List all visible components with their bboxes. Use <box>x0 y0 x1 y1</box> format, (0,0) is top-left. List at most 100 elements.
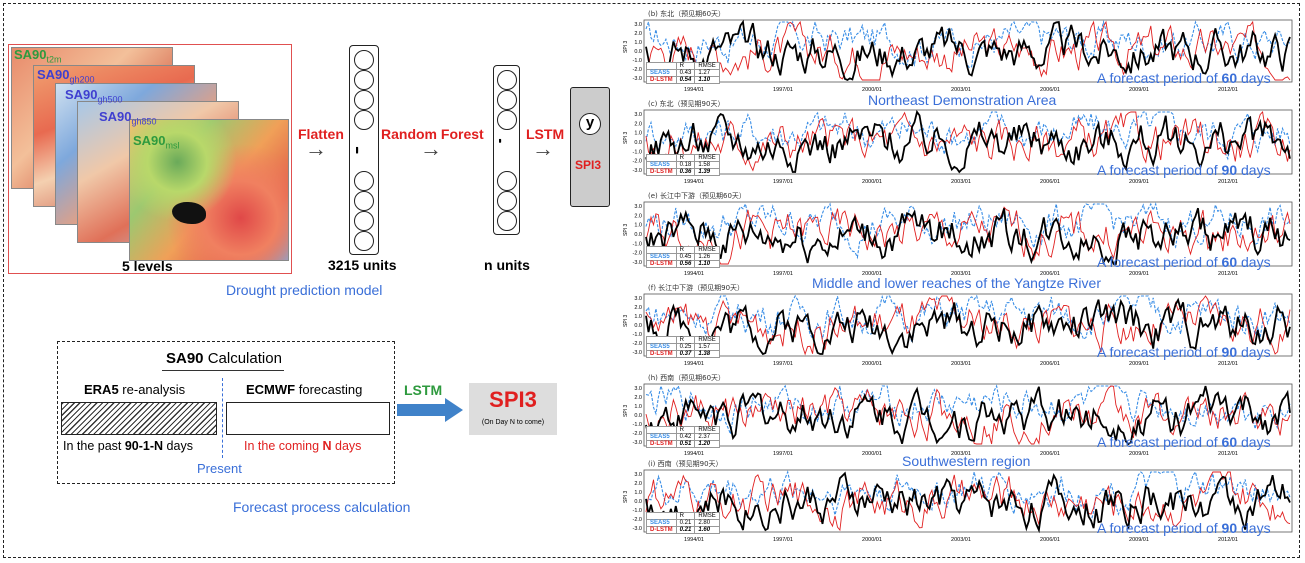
seas5-series-line <box>645 111 1291 161</box>
x-tick-label: 2000/01 <box>862 179 882 184</box>
dlstm-series-line <box>645 471 1291 532</box>
x-tick-label: 1997/01 <box>773 451 793 456</box>
y-tick-label: 2.0 <box>634 481 642 487</box>
x-tick-label: 2009/01 <box>1129 361 1149 366</box>
forecast-period-caption: A forecast period of 60 days <box>1097 254 1271 270</box>
legend-cell: 0.18 <box>675 161 696 169</box>
tibet-region-shape <box>172 202 206 224</box>
plot-frame <box>643 383 1293 447</box>
metrics-legend: R RMSE SEAS5 0.43 1.27 D-LSTM 0.54 1.10 <box>646 62 720 84</box>
metrics-legend: R RMSE SEAS5 0.42 2.37 D-LSTM 0.51 1.20 <box>646 426 720 448</box>
panel-title: (b) 东北（预见期60天） <box>648 10 726 18</box>
y-tick-label: 3.0 <box>634 112 642 118</box>
forecast-period-caption: A forecast period of 90 days <box>1097 344 1271 360</box>
neuron-circle <box>496 171 517 191</box>
calc-spi3-note: (On Day N to come) <box>481 419 545 426</box>
legend-cell: R <box>675 336 696 344</box>
x-tick-label: 2012/01 <box>1218 179 1238 184</box>
dlstm-series-line <box>645 385 1291 446</box>
plot-frame <box>643 19 1293 83</box>
forecast-process-caption: Forecast process calculation <box>233 499 411 515</box>
y-tick-label: 1.0 <box>634 131 642 137</box>
x-tick-label: 1994/01 <box>684 87 704 92</box>
ecmwf-bar <box>226 402 390 435</box>
legend-cell: RMSE <box>694 246 720 254</box>
panel-title: (i) 西南（预见期90天） <box>648 460 723 468</box>
legend-cell: RMSE <box>694 512 720 520</box>
input-maps-box: SA90t2m SA90gh200 SA90gh500 SA90gh850 SA… <box>8 44 292 274</box>
y-tick-label: 1.0 <box>634 490 642 496</box>
metrics-legend: R RMSE SEAS5 0.25 1.57 D-LSTM 0.37 1.38 <box>646 336 720 358</box>
y-tick-label: 2.0 <box>634 31 642 37</box>
map-layer-5 <box>129 119 289 261</box>
x-tick-label: 2006/01 <box>1040 179 1060 184</box>
random-forest-label: Random Forest <box>381 126 484 142</box>
y-tick-label: -3.0 <box>633 168 642 174</box>
legend-cell: 0.54 <box>675 76 696 84</box>
legend-cell: R <box>675 512 696 520</box>
y-tick-label: 0.0 <box>634 49 642 55</box>
y-tick-label: 3.0 <box>634 386 642 392</box>
y-tick-label: 0.0 <box>634 140 642 146</box>
seas5-series-line <box>645 202 1291 260</box>
x-tick-label: 2000/01 <box>862 87 882 92</box>
x-tick-label: 1997/01 <box>773 87 793 92</box>
x-tick-label: 2003/01 <box>951 361 971 366</box>
plot-frame <box>643 201 1293 267</box>
y-tick-label: -1.0 <box>633 332 642 338</box>
x-tick-label: 1997/01 <box>773 361 793 366</box>
plot-frame <box>643 109 1293 175</box>
y-tick-label: -1.0 <box>633 149 642 155</box>
flatten-arrow: → <box>305 136 327 161</box>
output-y-circle: y <box>579 113 601 135</box>
legend-cell <box>646 154 677 162</box>
y-tick-label: 0.0 <box>634 232 642 238</box>
observed-series-line <box>645 19 1291 83</box>
x-tick-label: 1997/01 <box>773 537 793 542</box>
legend-cell: SEAS5 <box>646 161 677 169</box>
neuron-circle <box>354 231 374 251</box>
observed-series-line <box>645 471 1291 534</box>
legend-cell: D-LSTM <box>646 76 677 84</box>
forecast-period-caption: A forecast period of 60 days <box>1097 434 1271 450</box>
panel-title: (h) 西南（预见期60天） <box>648 374 726 382</box>
timeseries-plot: 3.0 2.0 1.0 0.0 -1.0 -2.0 -3.0 SPI 3 1994/01 1997… <box>623 383 1293 456</box>
coming-days-label: In the coming N days <box>244 439 362 453</box>
y-tick-label: -1.0 <box>633 508 642 514</box>
neuron-circle <box>496 191 517 211</box>
x-tick-label: 2003/01 <box>951 87 971 92</box>
timeseries-panel: 3.0 2.0 1.0 0.0 -1.0 -2.0 -3.0 SPI 3 1994/01 1997… <box>622 458 1294 542</box>
x-tick-label: 2003/01 <box>951 451 971 456</box>
legend-cell: D-LSTM <box>646 440 677 448</box>
x-tick-label: 2006/01 <box>1040 271 1060 276</box>
x-tick-label: 2006/01 <box>1040 87 1060 92</box>
figure-frame <box>3 3 1300 558</box>
legend-cell: 1.10 <box>694 76 720 84</box>
map-label-gh850: SA90gh850 <box>99 109 157 127</box>
lstm-label: LSTM <box>526 126 565 142</box>
legend-cell: 1.20 <box>694 440 720 448</box>
x-tick-label: 1994/01 <box>684 537 704 542</box>
legend-cell <box>646 512 677 520</box>
present-label: Present <box>197 461 242 476</box>
legend-cell <box>646 62 677 70</box>
calc-lstm-arrow <box>397 398 463 422</box>
y-axis-label: SPI 3 <box>623 405 629 417</box>
era5-heading: ERA5 re-analysis <box>84 382 186 397</box>
legend-cell: 0.21 <box>675 519 696 527</box>
legend-cell <box>646 426 677 434</box>
y-tick-label: 1.0 <box>634 223 642 229</box>
legend-cell: 1.58 <box>694 161 720 169</box>
legend-cell: SEAS5 <box>646 253 677 261</box>
y-tick-label: -3.0 <box>633 350 642 356</box>
y-tick-label: 1.0 <box>634 40 642 46</box>
map-label-gh200: SA90gh200 <box>37 67 95 85</box>
x-tick-label: 2006/01 <box>1040 537 1060 542</box>
legend-cell: R <box>675 62 696 70</box>
present-divider <box>222 378 223 458</box>
map-label-msl: SA90msl <box>133 133 180 151</box>
output-spi3: SPI3 <box>575 158 602 172</box>
legend-cell: RMSE <box>694 62 720 70</box>
legend-cell: 0.37 <box>675 350 696 358</box>
observed-series-line <box>645 297 1291 356</box>
